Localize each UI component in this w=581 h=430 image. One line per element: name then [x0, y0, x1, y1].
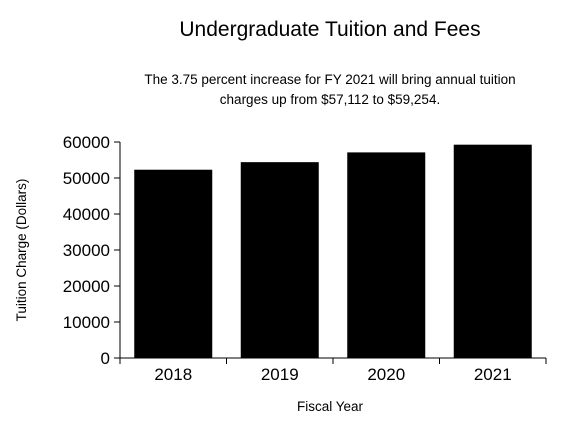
bar-2019 — [240, 162, 319, 358]
bar-2020 — [347, 152, 426, 358]
y-tick-label: 0 — [101, 349, 110, 368]
x-tick-label: 2021 — [474, 365, 512, 384]
x-tick-label: 2019 — [261, 365, 299, 384]
bars — [134, 144, 532, 358]
x-axis: 2018 2019 2020 2021 — [119, 357, 547, 384]
y-tick-label: 50000 — [63, 169, 110, 188]
x-axis-label: Fiscal Year — [297, 399, 364, 414]
chart-subtitle-line-1: The 3.75 percent increase for FY 2021 wi… — [144, 72, 515, 87]
y-tick-label: 30000 — [63, 241, 110, 260]
bar-2021 — [453, 144, 532, 358]
y-tick-label: 40000 — [63, 205, 110, 224]
y-axis-label: Tuition Charge (Dollars) — [14, 179, 29, 322]
y-tick-label: 60000 — [63, 133, 110, 152]
chart-title: Undergraduate Tuition and Fees — [179, 18, 480, 41]
chart-subtitle-line-2: charges up from $57,112 to $59,254. — [220, 92, 440, 107]
y-axis: 0 10000 20000 30000 40000 50000 60000 — [63, 133, 121, 368]
y-tick-label: 20000 — [63, 277, 110, 296]
x-tick-label: 2020 — [367, 365, 405, 384]
y-tick-label: 10000 — [63, 313, 110, 332]
x-tick-label: 2018 — [154, 365, 192, 384]
bar-2018 — [134, 169, 213, 358]
